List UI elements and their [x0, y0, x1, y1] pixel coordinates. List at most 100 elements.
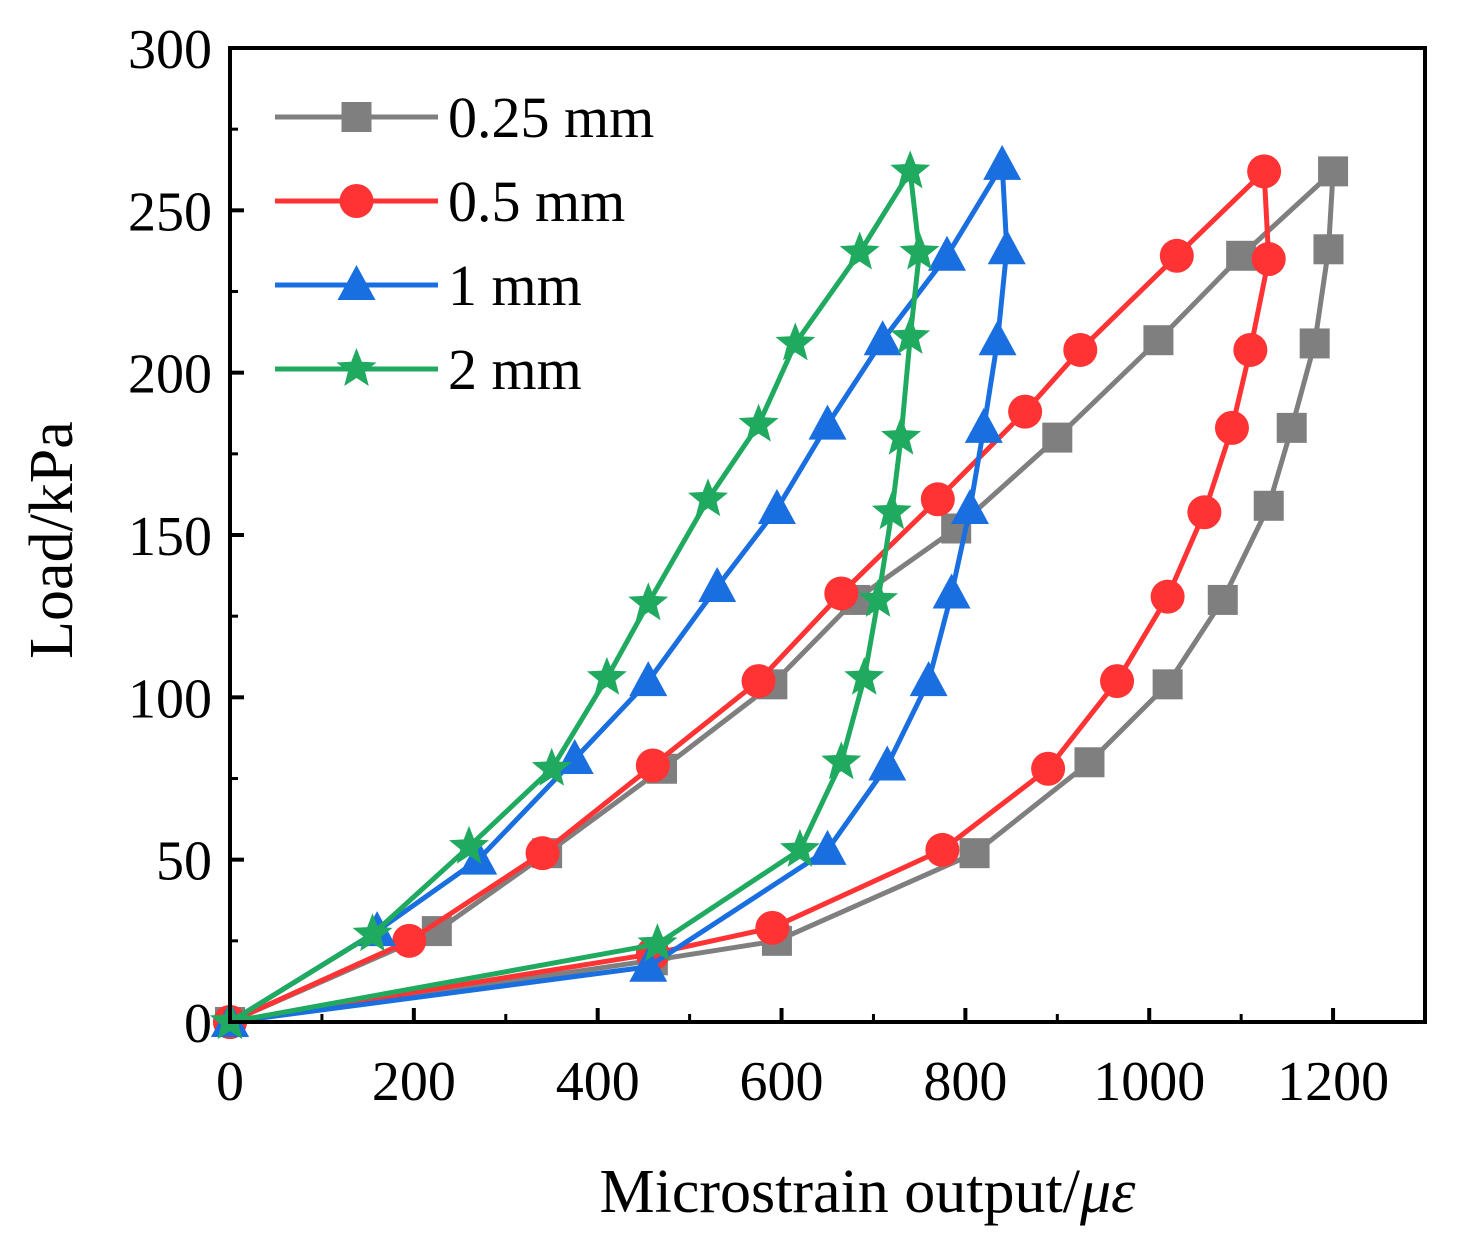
data-point-2-mm	[890, 316, 931, 354]
data-point-2-mm	[839, 231, 880, 270]
legend-label: 0.5 mm	[448, 169, 625, 234]
data-point-0-25-mm	[1042, 422, 1073, 453]
x-tick-label: 600	[740, 1051, 824, 1113]
x-tick-label: 1000	[1093, 1051, 1205, 1113]
legend-item-1-mm: 1 mm	[275, 253, 582, 318]
series-2-mm	[210, 150, 940, 1039]
data-point-1-mm	[808, 829, 847, 865]
data-point-0-25-mm	[1226, 240, 1257, 271]
data-point-0-5-mm	[1251, 242, 1286, 277]
data-point-2-mm	[858, 578, 898, 617]
data-point-2-mm	[637, 923, 678, 962]
data-point-0-25-mm	[1253, 490, 1284, 521]
data-point-0-5-mm	[1031, 751, 1066, 786]
legend-label: 1 mm	[448, 253, 582, 318]
data-point-1-mm	[863, 320, 902, 356]
data-point-0-25-mm	[1152, 669, 1183, 700]
y-tick-label: 0	[184, 993, 212, 1055]
data-point-2-mm	[352, 913, 393, 952]
x-axis-title-text: Microstrain output/	[599, 1158, 1080, 1226]
data-point-0-5-mm	[824, 576, 859, 611]
data-point-0-5-mm	[392, 923, 427, 958]
data-point-1-mm	[950, 489, 989, 525]
series-line-0-5-mm	[228, 168, 1272, 1025]
data-point-0-25-mm	[959, 838, 990, 869]
data-point-1-mm	[868, 745, 907, 781]
data-point-1-mm	[978, 320, 1017, 356]
data-point-0-5-mm	[1063, 332, 1098, 367]
legend-item-0-5-mm: 0.5 mm	[275, 169, 625, 234]
data-point-0-5-mm	[925, 832, 960, 867]
data-point-2-mm	[738, 403, 779, 442]
x-tick-label: 1200	[1277, 1051, 1389, 1113]
data-point-0-5-mm	[1187, 495, 1222, 530]
data-point-2-mm	[890, 150, 931, 189]
data-point-2-mm	[688, 478, 728, 517]
series-1-mm	[211, 144, 1026, 1037]
data-point-2-mm	[775, 322, 816, 361]
legend-marker	[339, 184, 374, 218]
y-tick-label: 200	[128, 344, 212, 406]
legend-label: 0.25 mm	[448, 85, 654, 150]
data-point-0-5-mm	[1008, 394, 1043, 429]
data-point-0-5-mm	[1100, 664, 1135, 699]
axes-layer: 0 200 400 600 800 1000 1200 0 50 100 150 200 250 300	[128, 19, 1389, 1113]
data-point-0-25-mm	[1313, 234, 1344, 265]
x-tick-label: 400	[556, 1051, 640, 1113]
data-point-2-mm	[899, 231, 940, 270]
data-point-0-25-mm	[1299, 328, 1330, 359]
data-point-0-25-mm	[1074, 747, 1105, 778]
data-point-1-mm	[757, 489, 796, 525]
legend-marker	[336, 348, 377, 386]
legend: 0.25 mm 0.5 mm 1 mm 2 mm	[275, 85, 654, 402]
data-point-0-25-mm	[1143, 325, 1174, 356]
data-point-0-5-mm	[635, 748, 670, 783]
data-point-2-mm	[780, 828, 820, 867]
data-point-1-mm	[964, 407, 1003, 443]
data-point-2-mm	[531, 747, 572, 786]
data-point-1-mm	[987, 229, 1026, 265]
data-point-0-5-mm	[1150, 579, 1185, 614]
data-point-2-mm	[449, 825, 489, 864]
data-point-1-mm	[928, 235, 966, 271]
y-tick-label: 50	[156, 831, 212, 893]
data-point-1-mm	[629, 946, 668, 982]
x-axis-title: Microstrain output/με	[599, 1158, 1136, 1226]
y-tick-label: 150	[128, 506, 212, 568]
y-tick-label: 250	[128, 181, 212, 243]
data-point-0-5-mm	[1247, 154, 1282, 189]
legend-marker	[341, 102, 372, 132]
series-layer	[210, 144, 1349, 1039]
y-tick-label: 100	[128, 668, 212, 730]
data-point-2-mm	[821, 741, 862, 780]
data-point-2-mm	[844, 656, 885, 695]
data-point-0-5-mm	[920, 482, 955, 517]
x-tick-label: 0	[216, 1051, 244, 1113]
data-point-2-mm	[586, 656, 627, 695]
data-point-1-mm	[983, 144, 1022, 180]
data-point-2-mm	[881, 416, 921, 455]
x-tick-label: 800	[923, 1051, 1007, 1113]
plot-frame	[228, 46, 1427, 1024]
data-point-0-25-mm	[1276, 412, 1307, 443]
data-point-0-25-mm	[1318, 156, 1349, 187]
legend-item-0-25-mm: 0.25 mm	[275, 85, 654, 150]
y-axis-title: Load/kPa	[18, 421, 86, 659]
data-point-0-25-mm	[1207, 584, 1238, 615]
x-tick-label: 200	[372, 1051, 456, 1113]
data-point-0-5-mm	[525, 836, 560, 871]
data-point-0-5-mm	[741, 664, 776, 699]
legend-item-2-mm: 2 mm	[275, 337, 582, 402]
data-point-0-5-mm	[1214, 410, 1249, 445]
data-point-1-mm	[808, 404, 847, 440]
data-point-1-mm	[909, 661, 948, 697]
data-point-1-mm	[629, 661, 668, 697]
series-line-0-25-mm	[228, 168, 1336, 1025]
data-point-2-mm	[871, 491, 912, 530]
legend-marker	[337, 265, 376, 300]
data-point-0-5-mm	[1159, 238, 1194, 273]
data-point-0-5-mm	[1233, 332, 1268, 367]
data-point-1-mm	[698, 566, 737, 602]
data-point-2-mm	[628, 582, 669, 621]
